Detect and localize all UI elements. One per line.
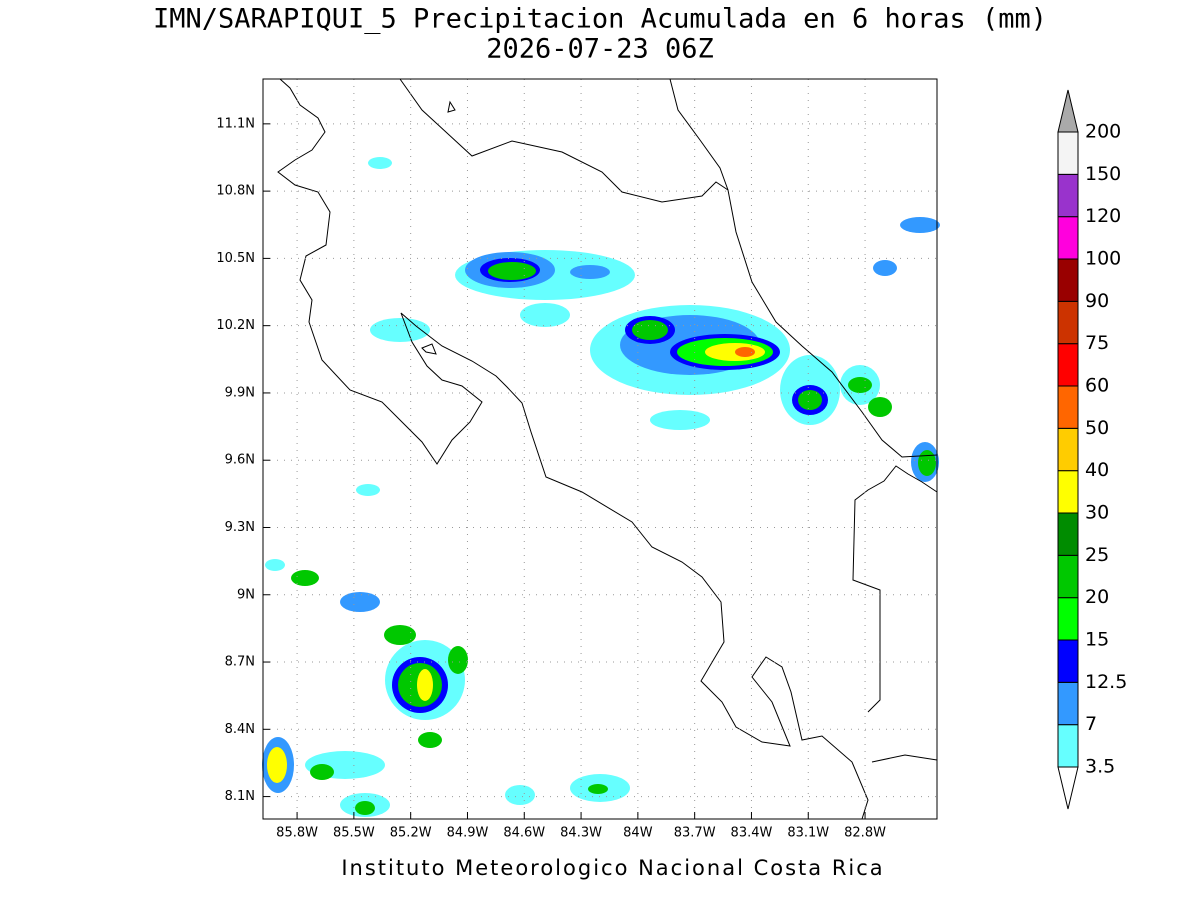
colorbar-box: [1057, 216, 1079, 260]
lat-tick-label: 10.8N: [216, 184, 255, 199]
coastlines: [277, 78, 938, 820]
precipitation-field: [262, 157, 940, 817]
colorbar-label: 60: [1085, 375, 1109, 397]
colorbar-box: [1057, 512, 1079, 556]
map-frame: [262, 78, 938, 820]
lon-tick-label: 85.5W: [333, 826, 375, 841]
footer: Instituto Meteorologico Nacional Costa R…: [341, 856, 884, 880]
lat-tick-label: 9.6N: [225, 453, 255, 468]
colorbar-box: [1057, 385, 1079, 429]
colorbar-label: 3.5: [1085, 756, 1115, 778]
colorbar-box: [1057, 427, 1079, 472]
graticule: [263, 79, 937, 819]
colorbar-label: 150: [1085, 163, 1121, 185]
lat-tick-label: 11.1N: [216, 116, 255, 131]
colorbar-box: [1057, 258, 1079, 302]
lon-tick-label: 83.1W: [787, 826, 829, 841]
lon-tick-label: 82.8W: [844, 826, 886, 841]
colorbar-box: [1057, 597, 1079, 641]
lat-tick-label: 10.5N: [216, 251, 255, 266]
colorbar-label: 50: [1085, 417, 1109, 439]
lat-tick-label: 8.1N: [225, 789, 255, 804]
lat-tick-label: 10.2N: [216, 318, 255, 333]
colorbar-over: [1057, 89, 1079, 133]
colorbar-box: [1057, 343, 1079, 387]
colorbar-box: [1057, 724, 1079, 768]
lon-tick-label: 84.3W: [560, 826, 602, 841]
lon-tick-label: 83.7W: [674, 826, 716, 841]
colorbar-label: 20: [1085, 586, 1109, 608]
colorbar-label: 120: [1085, 205, 1121, 227]
lat-tick-label: 9.9N: [225, 385, 255, 400]
colorbar-box: [1057, 681, 1079, 726]
colorbar-box: [1057, 639, 1079, 683]
lat-tick-label: 9N: [237, 587, 255, 602]
colorbar-label: 75: [1085, 332, 1109, 354]
lon-tick-label: 84.6W: [503, 826, 545, 841]
colorbar-box: [1057, 470, 1079, 514]
lon-tick-label: 84W: [623, 826, 653, 841]
lat-tick-label: 8.4N: [225, 722, 255, 737]
title: IMN/SARAPIQUI_5 Precipitacion Acumulada …: [153, 4, 1047, 35]
colorbar-label: 30: [1085, 502, 1109, 524]
colorbar-box: [1057, 300, 1079, 345]
colorbar-label: 100: [1085, 248, 1121, 270]
colorbar-label: 40: [1085, 459, 1109, 481]
colorbar-label: 15: [1085, 629, 1109, 651]
lon-tick-label: 85.8W: [276, 826, 318, 841]
subtitle: 2026-07-23 06Z: [486, 34, 714, 65]
lon-tick-label: 84.9W: [447, 826, 489, 841]
colorbar-label: 7: [1085, 713, 1097, 735]
lat-tick-label: 8.7N: [225, 655, 255, 670]
colorbar-label: 25: [1085, 544, 1109, 566]
colorbar-label: 90: [1085, 290, 1109, 312]
lon-tick-label: 85.2W: [390, 826, 432, 841]
lat-tick-label: 9.3N: [225, 520, 255, 535]
colorbar-under: [1057, 766, 1079, 810]
colorbar-box: [1057, 173, 1079, 218]
colorbar-box: [1057, 131, 1079, 175]
colorbar-label: 12.5: [1085, 671, 1127, 693]
lon-tick-label: 83.4W: [731, 826, 773, 841]
colorbar-label: 200: [1085, 121, 1121, 143]
colorbar-box: [1057, 554, 1079, 599]
